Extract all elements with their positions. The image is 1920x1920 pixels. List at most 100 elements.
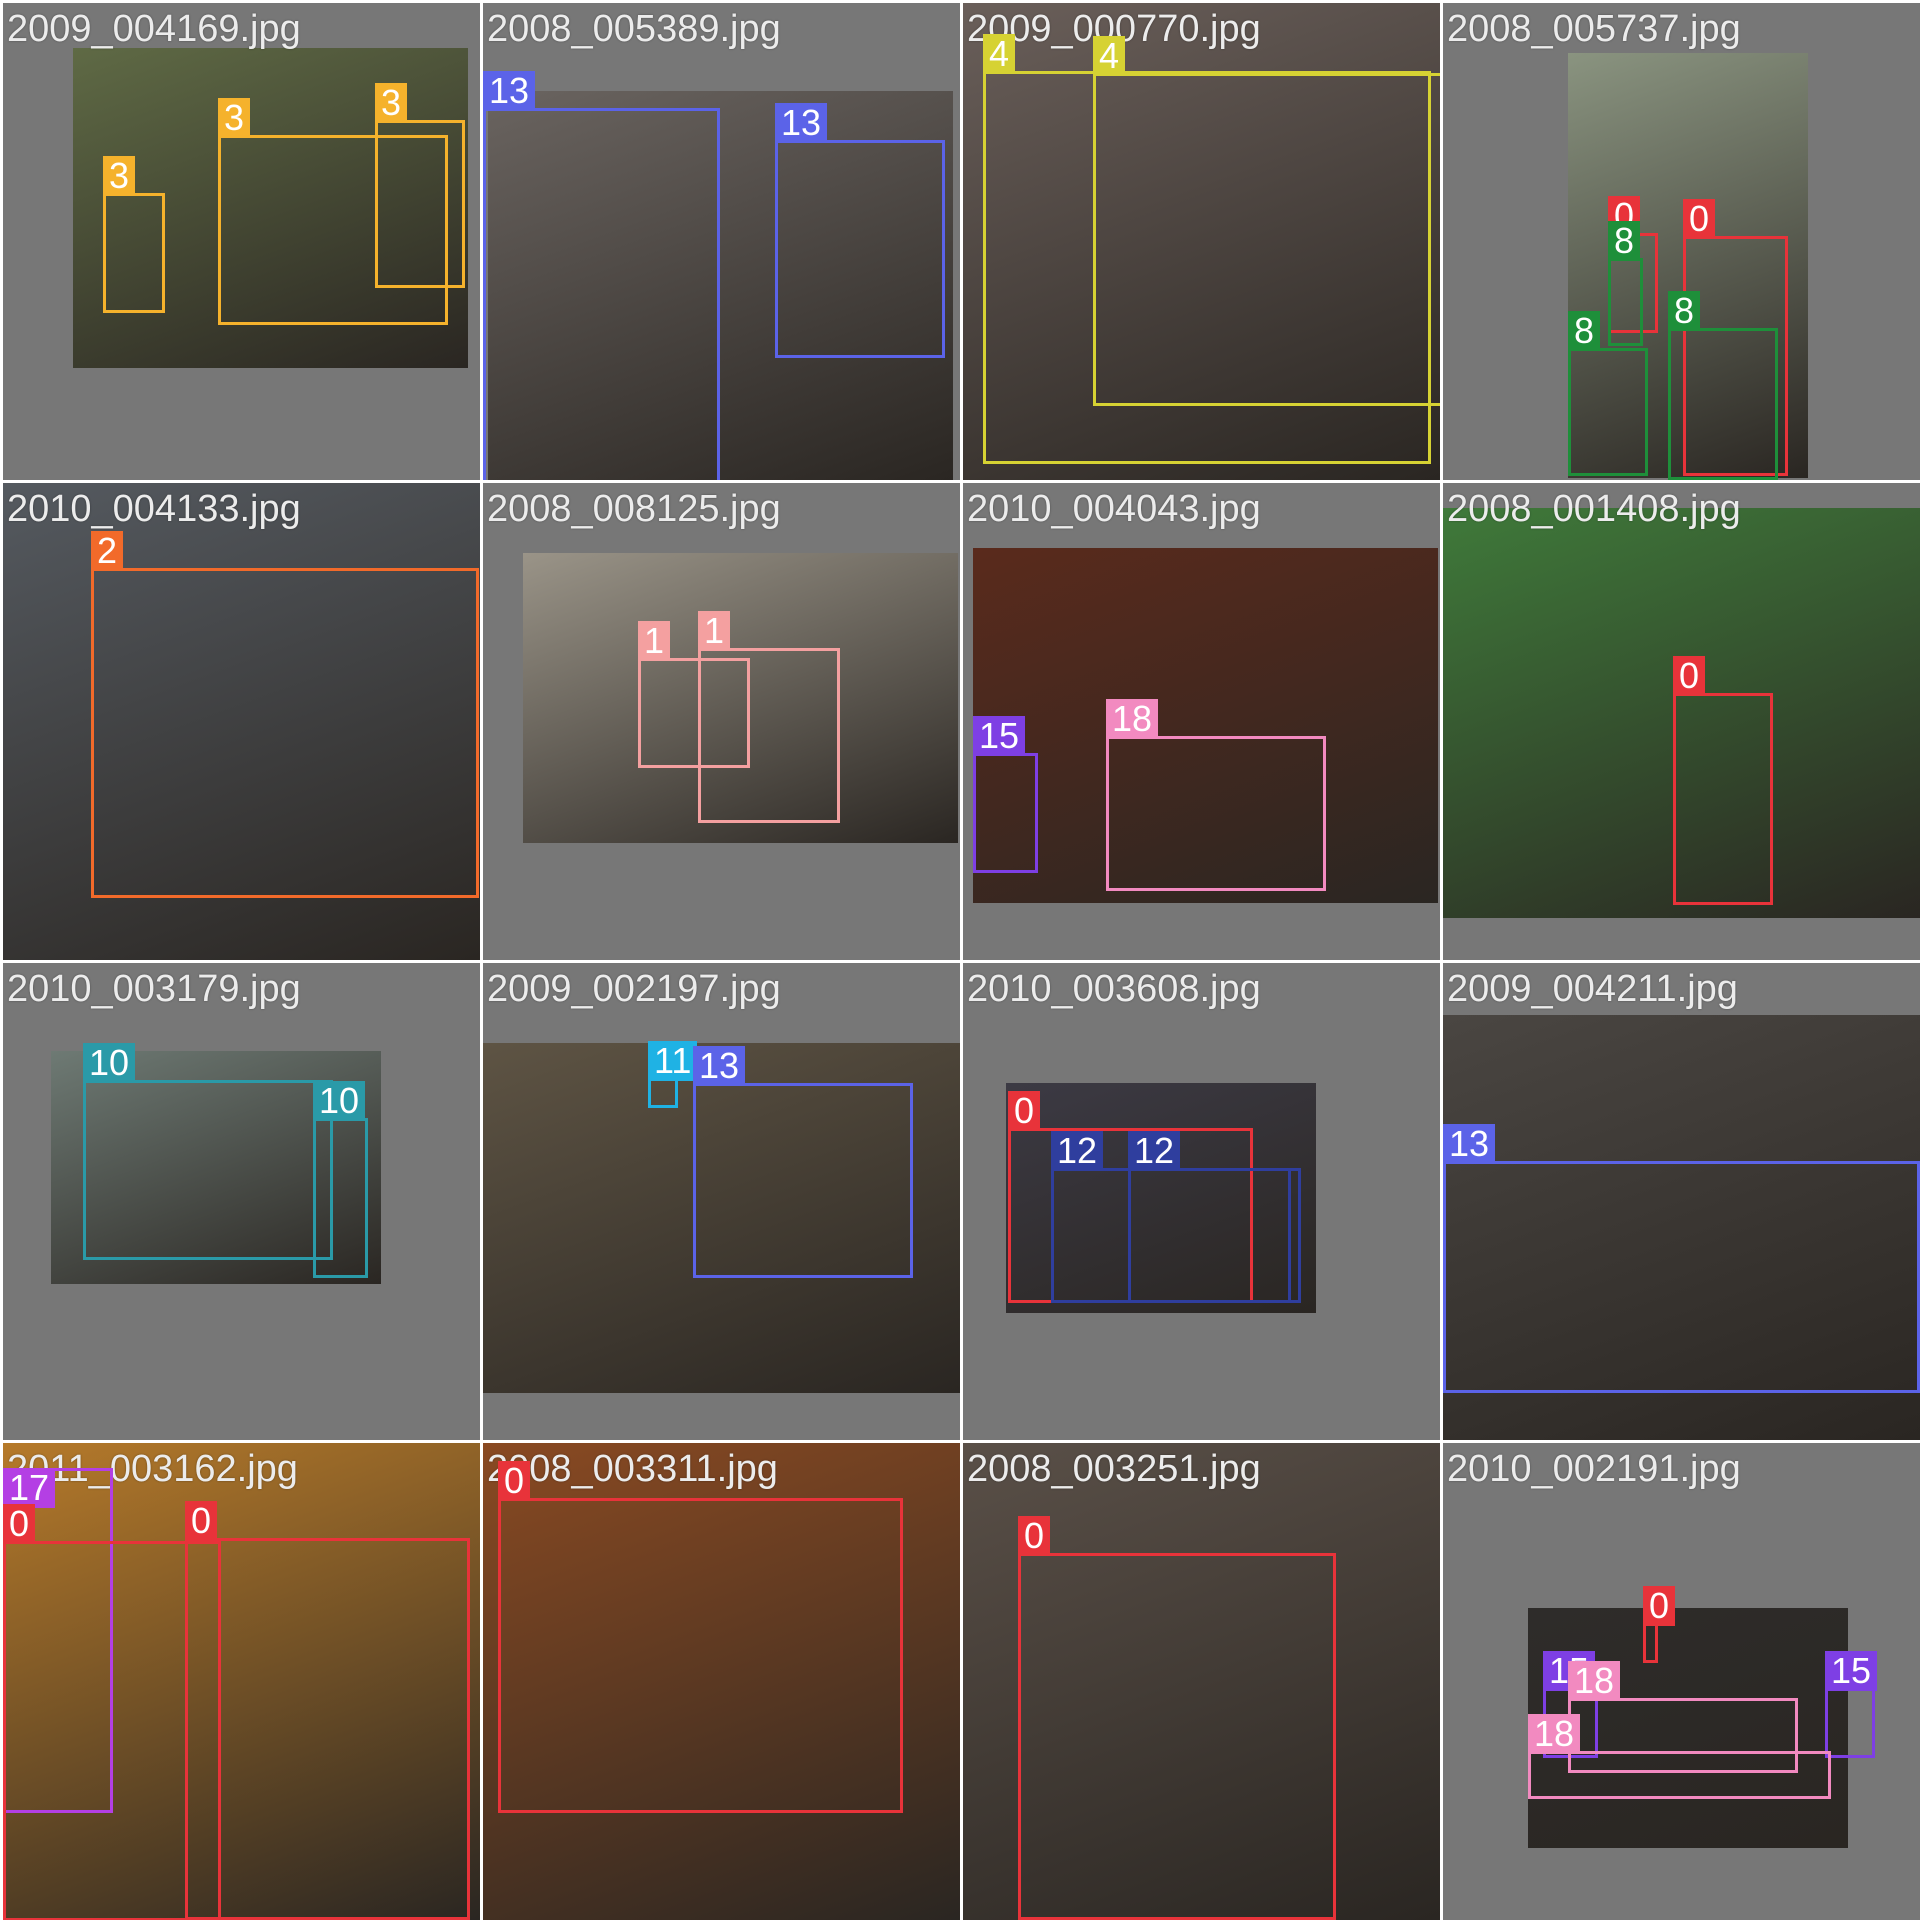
image-filename: 2008_005737.jpg [1447, 8, 1741, 50]
bounding-box: 0 [498, 1461, 903, 1813]
bounding-box: 12 [1128, 1131, 1301, 1303]
image-tile[interactable]: 2010_003179.jpg 10 10 [3, 963, 480, 1440]
image-tile[interactable]: 2009_002197.jpg 11 13 [483, 963, 960, 1440]
image-filename: 2010_004043.jpg [967, 488, 1261, 530]
class-label: 17 [3, 1468, 56, 1508]
class-label: 1 [638, 621, 671, 661]
bounding-box: 3 [218, 98, 448, 325]
photo-thumbnail [1006, 1083, 1316, 1313]
class-label: 8 [1608, 221, 1641, 261]
class-label: 18 [1568, 1661, 1621, 1701]
image-tile[interactable]: 2008_003251.jpg 0 [963, 1443, 1440, 1920]
bounding-box: 8 [1668, 291, 1778, 480]
image-filename: 2008_003251.jpg [967, 1448, 1261, 1490]
class-label: 0 [1673, 656, 1706, 696]
class-label: 0 [3, 1504, 36, 1544]
image-tile[interactable]: 2008_005389.jpg 13 13 [483, 3, 960, 480]
image-tile[interactable]: 2009_004169.jpg 3 3 3 [3, 3, 480, 480]
image-filename: 2009_002197.jpg [487, 968, 781, 1010]
bounding-box: 10 [313, 1081, 368, 1278]
class-label: 2 [91, 531, 124, 571]
image-filename: 2008_003311.jpg [487, 1448, 778, 1490]
bounding-box: 4 [983, 34, 1431, 464]
class-label: 3 [103, 156, 136, 196]
bounding-box: 4 [1093, 36, 1440, 406]
image-filename: 2008_008125.jpg [487, 488, 781, 530]
image-tile[interactable]: 2008_005737.jpg 0 0 8 8 8 [1443, 3, 1920, 480]
class-label: 18 [1528, 1714, 1581, 1754]
class-label: 4 [983, 34, 1016, 74]
bounding-box: 8 [1608, 221, 1643, 346]
image-tile[interactable]: 2010_004133.jpg 2 [3, 483, 480, 960]
class-label: 18 [1106, 699, 1159, 739]
class-label: 13 [775, 103, 828, 143]
image-filename: 2008_005389.jpg [487, 8, 781, 50]
class-label: 8 [1568, 311, 1601, 351]
class-label: 3 [218, 98, 251, 138]
bounding-box: 1 [638, 621, 750, 768]
bounding-box: 15 [973, 716, 1038, 873]
image-filename: 2009_004211.jpg [1447, 968, 1738, 1010]
image-tile[interactable]: 2010_004043.jpg 15 18 [963, 483, 1440, 960]
class-label: 10 [83, 1043, 136, 1083]
photo-thumbnail [1443, 508, 1920, 918]
class-label: 12 [1128, 1131, 1181, 1171]
class-label: 11 [648, 1041, 698, 1081]
image-tile[interactable]: 2009_000770.jpg 4 4 [963, 3, 1440, 480]
image-tile[interactable]: 2010_002191.jpg015151818 [1443, 1443, 1920, 1920]
class-label: 10 [313, 1081, 366, 1121]
bounding-box: 18 [1528, 1714, 1831, 1799]
class-label: 12 [1051, 1131, 1104, 1171]
class-label: 0 [1008, 1091, 1041, 1131]
image-tile[interactable]: 2008_008125.jpg 1 1 [483, 483, 960, 960]
bounding-box: 0 [1018, 1516, 1336, 1920]
class-label: 0 [185, 1501, 218, 1541]
bounding-box: 18 [1106, 699, 1326, 891]
photo-thumbnail [488, 91, 953, 480]
bounding-box: 11 [648, 1041, 698, 1108]
class-label: 0 [1683, 199, 1716, 239]
image-filename: 2010_003179.jpg [7, 968, 301, 1010]
bounding-box: 15 [1825, 1651, 1878, 1758]
photo-thumbnail [963, 3, 1440, 480]
image-filename: 2009_004169.jpg [7, 8, 301, 50]
image-tile[interactable]: 2010_003608.jpg 0 12 12 [963, 963, 1440, 1440]
photo-thumbnail [3, 1443, 480, 1920]
bounding-box: 3 [103, 156, 165, 313]
bounding-box: 13 [693, 1046, 913, 1278]
bounding-box: 3 [375, 83, 465, 288]
image-tile[interactable]: 2008_003311.jpg 0 [483, 1443, 960, 1920]
image-filename: 2008_001408.jpg [1447, 488, 1741, 530]
class-label: 13 [483, 71, 536, 111]
image-tile[interactable]: 2008_001408.jpg 0 [1443, 483, 1920, 960]
photo-thumbnail [1528, 1608, 1848, 1848]
class-label: 13 [1443, 1124, 1496, 1164]
bounding-box: 1 [698, 611, 840, 823]
photo-thumbnail [483, 1043, 960, 1393]
class-label: 0 [1643, 1586, 1676, 1626]
bounding-box: 10 [83, 1043, 333, 1260]
photo-thumbnail [3, 483, 480, 960]
bounding-box: 17 [3, 1468, 113, 1813]
class-label: 15 [1825, 1651, 1878, 1691]
bounding-box: 0 [3, 1504, 221, 1920]
image-filename: 2010_002191.jpg [1447, 1448, 1741, 1490]
image-tile[interactable]: 2011_003162.jpg 17 0 0 [3, 1443, 480, 1920]
class-label: 8 [1668, 291, 1701, 331]
class-label: 0 [498, 1461, 531, 1501]
photo-thumbnail [523, 553, 958, 843]
image-tile[interactable]: 2009_004211.jpg 13 [1443, 963, 1920, 1440]
bounding-box: 8 [1568, 311, 1648, 476]
image-filename: 2010_003608.jpg [967, 968, 1261, 1010]
class-label: 0 [1018, 1516, 1051, 1556]
photo-thumbnail [973, 548, 1438, 903]
photo-thumbnail [483, 1443, 960, 1920]
bounding-box: 0 [185, 1501, 470, 1920]
bounding-box: 13 [1443, 1124, 1920, 1393]
bounding-box: 13 [775, 103, 945, 358]
photo-thumbnail [1443, 1015, 1920, 1440]
class-label: 1 [698, 611, 731, 651]
bounding-box: 2 [91, 531, 479, 898]
bounding-box: 0 [1683, 199, 1788, 476]
